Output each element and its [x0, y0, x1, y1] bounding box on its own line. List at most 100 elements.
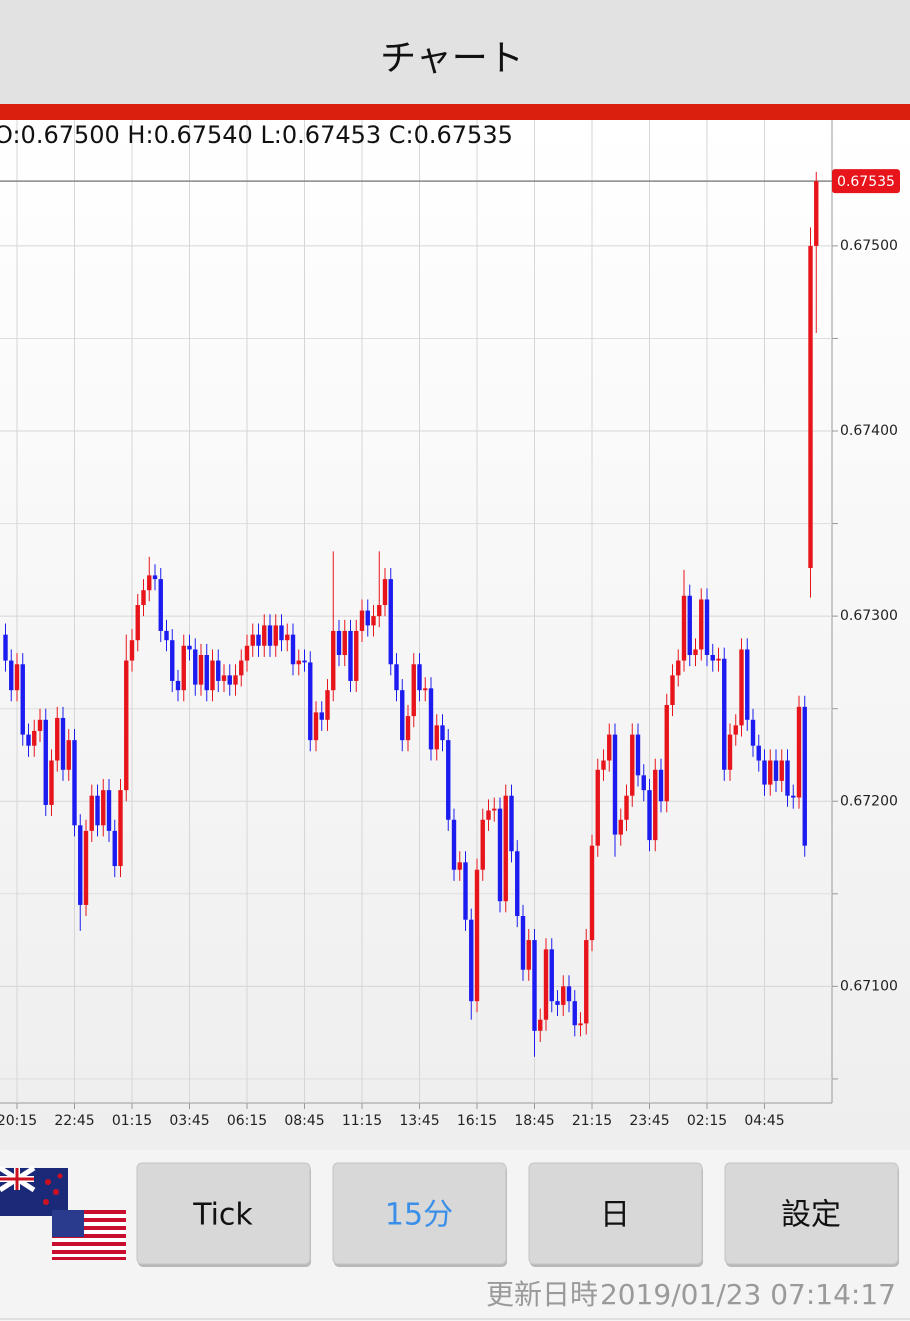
- candle-body: [716, 658, 721, 661]
- candle-body: [647, 790, 652, 841]
- candle-body: [526, 940, 531, 970]
- y-tick-label: 0.67400: [840, 423, 898, 439]
- candle-body: [796, 706, 802, 798]
- candle-body: [750, 719, 756, 746]
- candle-body: [584, 940, 589, 1024]
- candle-body: [72, 740, 77, 826]
- candle-body: [693, 649, 698, 656]
- x-tick-label: 08:45: [284, 1113, 324, 1129]
- candle-body: [572, 1001, 577, 1026]
- candle-body: [3, 634, 8, 661]
- candle-body: [112, 830, 117, 867]
- candle-body: [141, 590, 146, 606]
- candle-body: [377, 605, 382, 617]
- candle-body: [515, 851, 520, 917]
- candle-body: [492, 808, 497, 811]
- candle-body: [463, 862, 468, 920]
- candle-body: [302, 660, 307, 663]
- current-price-label: 0.67535: [837, 174, 895, 190]
- candle-body: [607, 734, 612, 761]
- candle-body: [814, 181, 819, 246]
- y-tick-label: 0.67200: [840, 793, 898, 809]
- candle-body: [365, 610, 370, 626]
- candle-body: [423, 688, 428, 691]
- candle-body: [14, 664, 20, 691]
- candle-body: [664, 704, 669, 802]
- candle-body: [170, 640, 175, 681]
- x-tick-label: 02:15: [687, 1113, 727, 1129]
- candle-body: [681, 595, 687, 661]
- candle-body: [129, 640, 135, 661]
- candle-body: [181, 645, 186, 691]
- candle-body: [101, 790, 106, 826]
- button-label[interactable]: Tick: [192, 1198, 253, 1233]
- candle-body: [486, 810, 491, 820]
- candle-body: [451, 819, 457, 870]
- candle-body: [561, 986, 566, 1005]
- candle-body: [216, 660, 221, 681]
- candle-body: [480, 819, 485, 870]
- title: チャート: [380, 38, 524, 79]
- candle-body: [9, 660, 14, 691]
- footer-label: 更新日時: [486, 1278, 598, 1311]
- candle-body: [37, 719, 43, 731]
- button-label[interactable]: 設定: [781, 1198, 841, 1233]
- x-tick-label: 21:15: [572, 1113, 612, 1129]
- candle-body: [699, 599, 704, 650]
- candle-body: [273, 625, 278, 646]
- candle-body: [555, 1001, 560, 1005]
- button[interactable]: [332, 1162, 507, 1265]
- candle-body: [233, 675, 238, 685]
- button-label[interactable]: 15分: [385, 1198, 453, 1233]
- candle-body: [538, 1019, 543, 1031]
- candle-body: [745, 649, 750, 720]
- x-tick-label: 13:45: [399, 1113, 439, 1129]
- x-tick-label: 01:15: [112, 1113, 152, 1129]
- candle-body: [687, 595, 692, 656]
- button[interactable]: [724, 1162, 899, 1265]
- x-tick-label: 04:45: [744, 1113, 784, 1129]
- candle-body: [198, 655, 204, 685]
- candle-body: [808, 245, 813, 568]
- x-tick-label: 20:15: [0, 1113, 37, 1129]
- candle-body: [434, 725, 439, 750]
- x-tick-label: 11:15: [342, 1113, 382, 1129]
- candle-body: [256, 634, 261, 646]
- candle-body: [739, 649, 744, 726]
- candle-body: [210, 660, 215, 691]
- candle-body: [532, 940, 537, 1031]
- candle-body: [336, 630, 342, 656]
- candle-body: [239, 660, 244, 676]
- candle-body: [26, 734, 31, 746]
- current-price-tag: [832, 169, 900, 194]
- candle-body: [791, 795, 796, 798]
- red-bar: [0, 104, 910, 120]
- candle-body: [400, 690, 405, 741]
- candle-body: [779, 760, 784, 781]
- candle-body: [785, 760, 790, 796]
- candle-body: [802, 706, 807, 846]
- candle-body: [83, 830, 89, 905]
- candle-body: [135, 605, 140, 641]
- candle-body: [49, 760, 54, 805]
- candle-body: [653, 769, 658, 841]
- candle-body: [411, 664, 416, 717]
- candle-body: [60, 717, 66, 770]
- candle-body: [612, 734, 618, 835]
- candle-body: [773, 760, 779, 781]
- candle-body: [152, 575, 158, 580]
- button[interactable]: [136, 1162, 311, 1265]
- candle-body: [733, 725, 738, 735]
- candle-body: [624, 795, 629, 820]
- candle-body: [78, 825, 83, 905]
- button-label[interactable]: 日: [600, 1198, 630, 1233]
- candle-body: [285, 634, 290, 641]
- y-tick-label: 0.67300: [840, 608, 898, 624]
- candle-body: [440, 725, 445, 741]
- candle-body: [509, 795, 514, 852]
- button[interactable]: [528, 1162, 703, 1265]
- candle-body: [319, 712, 324, 720]
- candle-body: [589, 845, 595, 941]
- candle-body: [175, 680, 181, 691]
